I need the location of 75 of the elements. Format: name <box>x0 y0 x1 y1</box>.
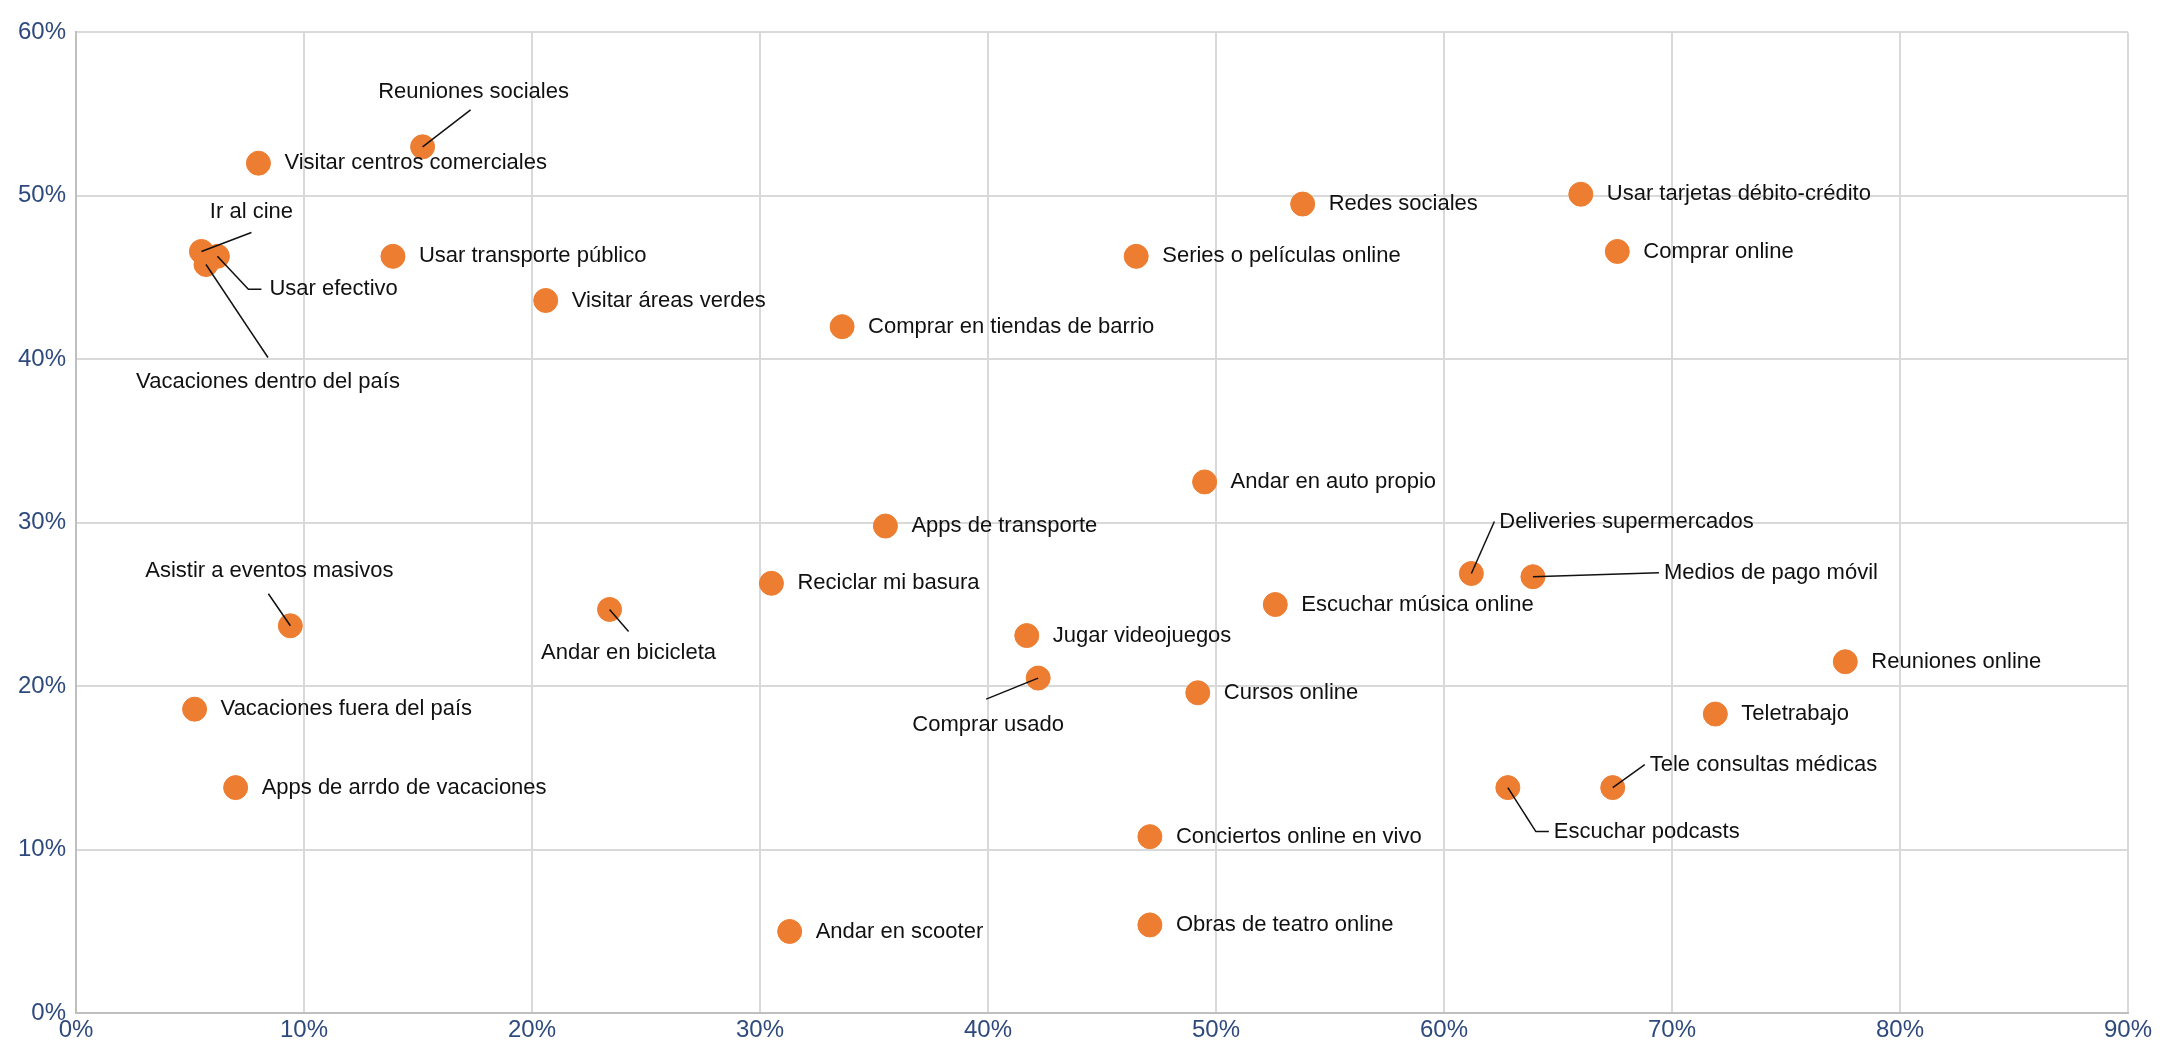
point <box>777 918 803 944</box>
point <box>1568 181 1594 207</box>
x-tick-label: 80% <box>1875 1015 1925 1043</box>
x-tick-label: 30% <box>736 1015 785 1043</box>
point <box>1123 243 1149 269</box>
point <box>1495 775 1521 801</box>
annotation: Usar efectivo <box>269 275 398 301</box>
x-tick-label: 20% <box>508 1015 557 1043</box>
point <box>223 775 249 801</box>
annotation: Usar transporte público <box>418 242 647 268</box>
annotation: Escuchar podcasts <box>1553 817 1740 843</box>
point <box>1520 564 1546 590</box>
annotation: Comprar en tiendas de barrio <box>868 312 1155 338</box>
annotation: Escuchar música online <box>1301 590 1534 616</box>
y-tick-label: 20% <box>17 670 67 698</box>
point <box>245 150 271 176</box>
point <box>1262 592 1288 618</box>
x-tick-label: 70% <box>1647 1015 1697 1043</box>
annotation: Comprar online <box>1643 237 1794 263</box>
annotation: Reciclar mi basura <box>797 569 981 595</box>
annotation: Reuniones online <box>1871 647 2042 673</box>
x-tick-label: 40% <box>964 1015 1013 1043</box>
annotation: Asistir a eventos masivos <box>145 556 394 582</box>
y-tick-label: 10% <box>17 834 67 862</box>
point <box>1185 680 1211 706</box>
point <box>1702 701 1728 727</box>
annotation: Apps de arrdo de vacaciones <box>261 773 547 799</box>
point <box>1137 912 1163 938</box>
annotation: Andar en auto propio <box>1230 468 1437 493</box>
point <box>1137 824 1163 850</box>
annotation: Cursos online <box>1223 678 1359 704</box>
point <box>1014 623 1040 649</box>
x-tick-label: 60% <box>1419 1015 1469 1043</box>
x-tick-label: 90% <box>2103 1015 2153 1043</box>
annotation: Conciertos online en vivo <box>1175 822 1422 848</box>
point <box>182 696 208 722</box>
point <box>1832 649 1858 675</box>
point <box>380 243 406 269</box>
point <box>1458 560 1484 586</box>
annotation: Redes sociales <box>1328 190 1478 216</box>
annotation: Deliveries supermercados <box>1499 507 1754 533</box>
y-tick-label: 50% <box>17 180 67 208</box>
annotation: Teletrabajo <box>1741 700 1849 726</box>
annotation: Vacaciones dentro del país <box>136 367 400 393</box>
point <box>1600 775 1626 801</box>
y-tick-label: 60% <box>17 17 67 45</box>
annotation: Obras de teatro online <box>1175 910 1394 936</box>
annotation: Jugar videojuegos <box>1052 621 1232 647</box>
point <box>1604 238 1630 264</box>
point <box>1192 469 1218 495</box>
y-tick-label: 40% <box>17 343 67 371</box>
annotation: Reuniones sociales <box>378 77 569 103</box>
annotation: Comprar usado <box>912 711 1064 737</box>
annotation: Usar tarjetas débito-crédito <box>1606 180 1871 206</box>
annotation: Andar en bicicleta <box>541 639 717 665</box>
point <box>758 570 784 596</box>
annotation: Vacaciones fuera del país <box>220 695 473 721</box>
point <box>277 613 303 639</box>
point <box>1290 191 1316 217</box>
y-tick-label: 30% <box>17 507 67 535</box>
point <box>597 596 623 622</box>
x-tick-label: 50% <box>1191 1015 1241 1043</box>
annotation: Apps de transporte <box>911 512 1098 538</box>
annotation: Andar en scooter <box>815 917 984 943</box>
annotation: Series o películas online <box>1162 242 1401 268</box>
annotation: Ir al cine <box>209 197 294 223</box>
point <box>1025 665 1051 691</box>
annotation: Medios de pago móvil <box>1663 558 1878 584</box>
point <box>829 314 855 340</box>
annotation: Visitar centros comerciales <box>284 149 547 175</box>
point <box>533 287 559 313</box>
point <box>872 513 898 539</box>
x-tick-label: 10% <box>280 1015 329 1043</box>
annotation: Visitar áreas verdes <box>571 286 766 312</box>
annotation: Tele consultas médicas <box>1649 750 1878 776</box>
